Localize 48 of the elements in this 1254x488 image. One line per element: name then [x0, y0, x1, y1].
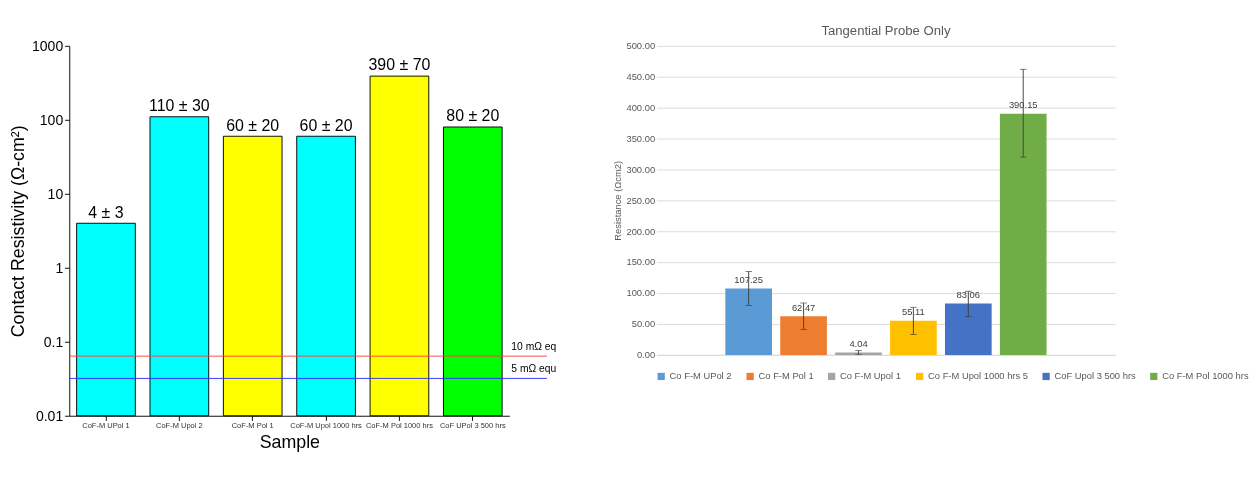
- bar: [780, 316, 827, 355]
- x-tick-label: CoF-M Pol 1000 hrs: [365, 421, 434, 431]
- data-label: 4.04: [849, 338, 868, 349]
- x-tick-label: CoF-M Upol 1000 hrs: [290, 421, 363, 431]
- y-tick-label: 350.00: [626, 133, 656, 144]
- y-tick-label: 100.00: [626, 288, 656, 299]
- y-tick-label: 100: [39, 111, 64, 128]
- bar: [725, 288, 773, 355]
- x-axis-title: Sample: [259, 432, 321, 453]
- y-tick-label: 200.00: [626, 226, 656, 237]
- ref-line-label: 10 mΩ eq: [511, 340, 557, 352]
- bar: [999, 113, 1047, 355]
- data-label: 110 ± 30: [149, 97, 210, 115]
- bar: [944, 303, 992, 355]
- y-axis-title: Resistance (Ωcm2): [612, 160, 623, 241]
- y-tick-label: 300.00: [626, 164, 656, 175]
- y-tick-label: 1: [55, 259, 64, 276]
- y-tick-label: 1000: [32, 38, 64, 55]
- y-tick-label: 0.1: [43, 333, 64, 350]
- legend-label: Co F-M Upol 1: [840, 371, 901, 382]
- legend-label: Co F-M Upol 1000 hrs 5: [928, 371, 1028, 382]
- y-tick-label: 0.00: [636, 350, 656, 361]
- data-label: 390 ± 70: [368, 56, 431, 74]
- y-axis-title: Contact Resistivity (Ω-cm²): [8, 125, 29, 338]
- x-tick-label: CoF UPol 3 500 hrs: [439, 421, 506, 431]
- data-label: 4 ± 3: [88, 203, 124, 221]
- ref-line-label: 5 mΩ equ: [511, 362, 557, 374]
- y-tick-label: 450.00: [626, 72, 656, 83]
- y-tick-label: 500.00: [626, 41, 656, 52]
- chart-title: Tangential Probe Only: [821, 22, 951, 38]
- legend-label: CoF Upol 3 500 hrs: [1054, 371, 1136, 382]
- y-tick-label: 0.01: [35, 407, 64, 424]
- data-label: 80 ± 20: [446, 107, 500, 125]
- x-tick-label: CoF-M Upol 2: [156, 421, 203, 431]
- y-tick-label: 10: [47, 185, 64, 202]
- y-tick-label: 150.00: [626, 257, 656, 268]
- legend-label: Co F-M UPol 2: [669, 371, 732, 382]
- x-tick-label: CoF-M UPol 1: [82, 421, 130, 431]
- y-tick-label: 250.00: [626, 195, 656, 206]
- data-label: 60 ± 20: [299, 116, 353, 134]
- bar: [835, 352, 882, 355]
- y-tick-label: 400.00: [626, 102, 656, 113]
- legend-label: Co F-M Pol 1: [758, 371, 814, 382]
- y-tick-label: 50.00: [631, 319, 656, 330]
- x-tick-label: CoF-M Pol 1: [231, 421, 274, 431]
- data-label: 60 ± 20: [226, 116, 280, 134]
- legend-label: Co F-M Pol 1000 hrs: [1162, 371, 1249, 382]
- bar: [890, 320, 937, 355]
